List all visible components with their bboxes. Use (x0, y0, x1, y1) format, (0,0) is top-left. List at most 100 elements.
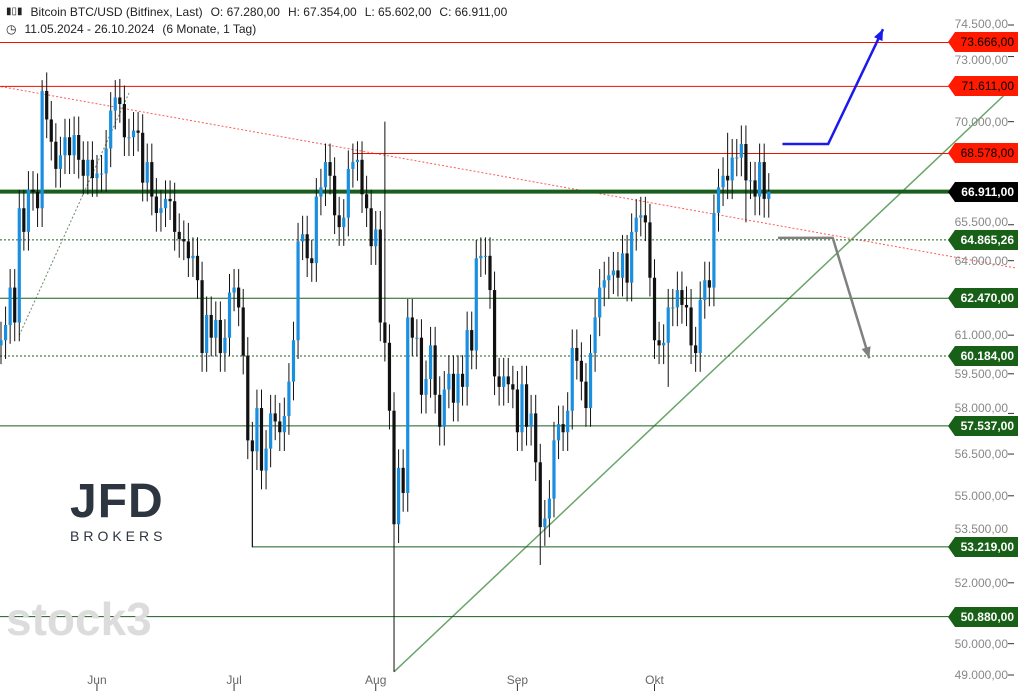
candle-up (716, 187, 721, 213)
candle-down (141, 132, 145, 183)
candle-down (259, 408, 264, 471)
price-tag-resistance: 71.611,00 (948, 76, 1018, 97)
candle-up (0, 340, 3, 346)
candle-down (182, 239, 186, 242)
candle-down (652, 277, 657, 341)
candle-down (241, 307, 245, 356)
candle-down (492, 290, 497, 377)
y-tick-label: 74.500,00 (954, 17, 1008, 32)
y-tick-label: 56.500,00 (954, 447, 1008, 462)
price-tag-resistance: 73.666,00 (948, 32, 1018, 53)
candle-up (8, 287, 12, 326)
candle-up (611, 270, 615, 276)
candle-up (396, 467, 401, 525)
candle-down (648, 222, 652, 278)
candle-up (301, 234, 305, 242)
candle-down (273, 413, 277, 422)
y-tick-label: 53.500,00 (954, 521, 1008, 536)
y-tick-label: 58.000,00 (954, 400, 1008, 415)
candle-down (506, 376, 510, 385)
candle-up (703, 280, 707, 300)
candle-up (479, 255, 483, 259)
x-tick-label: Okt (645, 673, 664, 687)
y-tick-label: 73.000,00 (954, 53, 1008, 68)
scenario-bullish-arrow (782, 28, 885, 146)
candle-down (534, 413, 538, 463)
candle-up (447, 373, 451, 390)
candle-down (575, 347, 579, 361)
candle-up (232, 287, 236, 293)
candle-down (410, 317, 414, 338)
candle-down (419, 337, 424, 395)
candle-down (45, 90, 49, 120)
candle-up (748, 180, 753, 182)
candle-down (118, 97, 122, 105)
candle-up (269, 413, 273, 449)
candle-down (460, 373, 465, 387)
price-tag-support: 53.219,00 (948, 536, 1018, 557)
x-tick-label: Jun (87, 673, 107, 687)
candle-up (639, 215, 643, 218)
candle-up (556, 424, 561, 441)
y-tick-label: 59.500,00 (954, 367, 1008, 382)
candle-down (383, 322, 387, 343)
candle-up (767, 191, 771, 199)
candle-down (13, 287, 17, 323)
logo-text: JFD (70, 475, 164, 528)
candle-down (49, 119, 53, 142)
candle-up (255, 408, 259, 452)
candle-down (680, 290, 684, 305)
candle-up (145, 162, 149, 183)
candle-down (515, 389, 520, 433)
candle-up (666, 307, 670, 343)
candle-up (264, 448, 268, 471)
y-tick-label: 64.000,00 (954, 253, 1008, 268)
candle-down (387, 342, 392, 411)
candle-up (323, 162, 328, 188)
candle-down (154, 196, 158, 213)
candle-down (538, 462, 542, 528)
candle-down (168, 198, 172, 202)
candle-down (378, 229, 382, 323)
candle-down (584, 381, 588, 409)
candle-up (662, 342, 666, 346)
x-tick-label: Sep (506, 673, 529, 687)
candle-down (200, 280, 204, 354)
candle-down (54, 141, 58, 169)
candle-down (122, 104, 126, 138)
candle-down (365, 194, 369, 209)
candle-down (328, 162, 332, 176)
price-tag-close: 66.911,00 (948, 181, 1018, 202)
candle-up (314, 196, 318, 264)
candle-up (588, 353, 593, 409)
y-tick-label: 50.000,00 (954, 636, 1008, 651)
candle-down (401, 467, 405, 493)
candle-down (689, 307, 693, 346)
candle-up (127, 137, 131, 139)
candle-up (214, 319, 218, 338)
candle-down (246, 355, 250, 441)
candle-up (712, 212, 716, 288)
candle-down (218, 319, 222, 354)
candle-down (305, 234, 309, 259)
candle-up (291, 340, 296, 382)
candle-up (227, 292, 232, 338)
candle-down (35, 191, 40, 209)
candle-down (22, 208, 26, 232)
price-tag-support: 57.537,00 (948, 415, 1018, 436)
candle-up (465, 330, 469, 387)
candle-up (406, 317, 410, 493)
candle-up (758, 162, 762, 197)
candle-down (753, 180, 757, 197)
candle-up (502, 376, 506, 387)
candle-up (342, 217, 346, 228)
candle-up (159, 208, 163, 213)
candle-up (415, 337, 419, 339)
candle-up (86, 159, 90, 176)
candle-down (186, 241, 190, 259)
candle-up (598, 287, 602, 318)
candle-down (195, 255, 200, 281)
price-tag-support: 62.470,00 (948, 288, 1018, 309)
candle-down (369, 208, 373, 247)
